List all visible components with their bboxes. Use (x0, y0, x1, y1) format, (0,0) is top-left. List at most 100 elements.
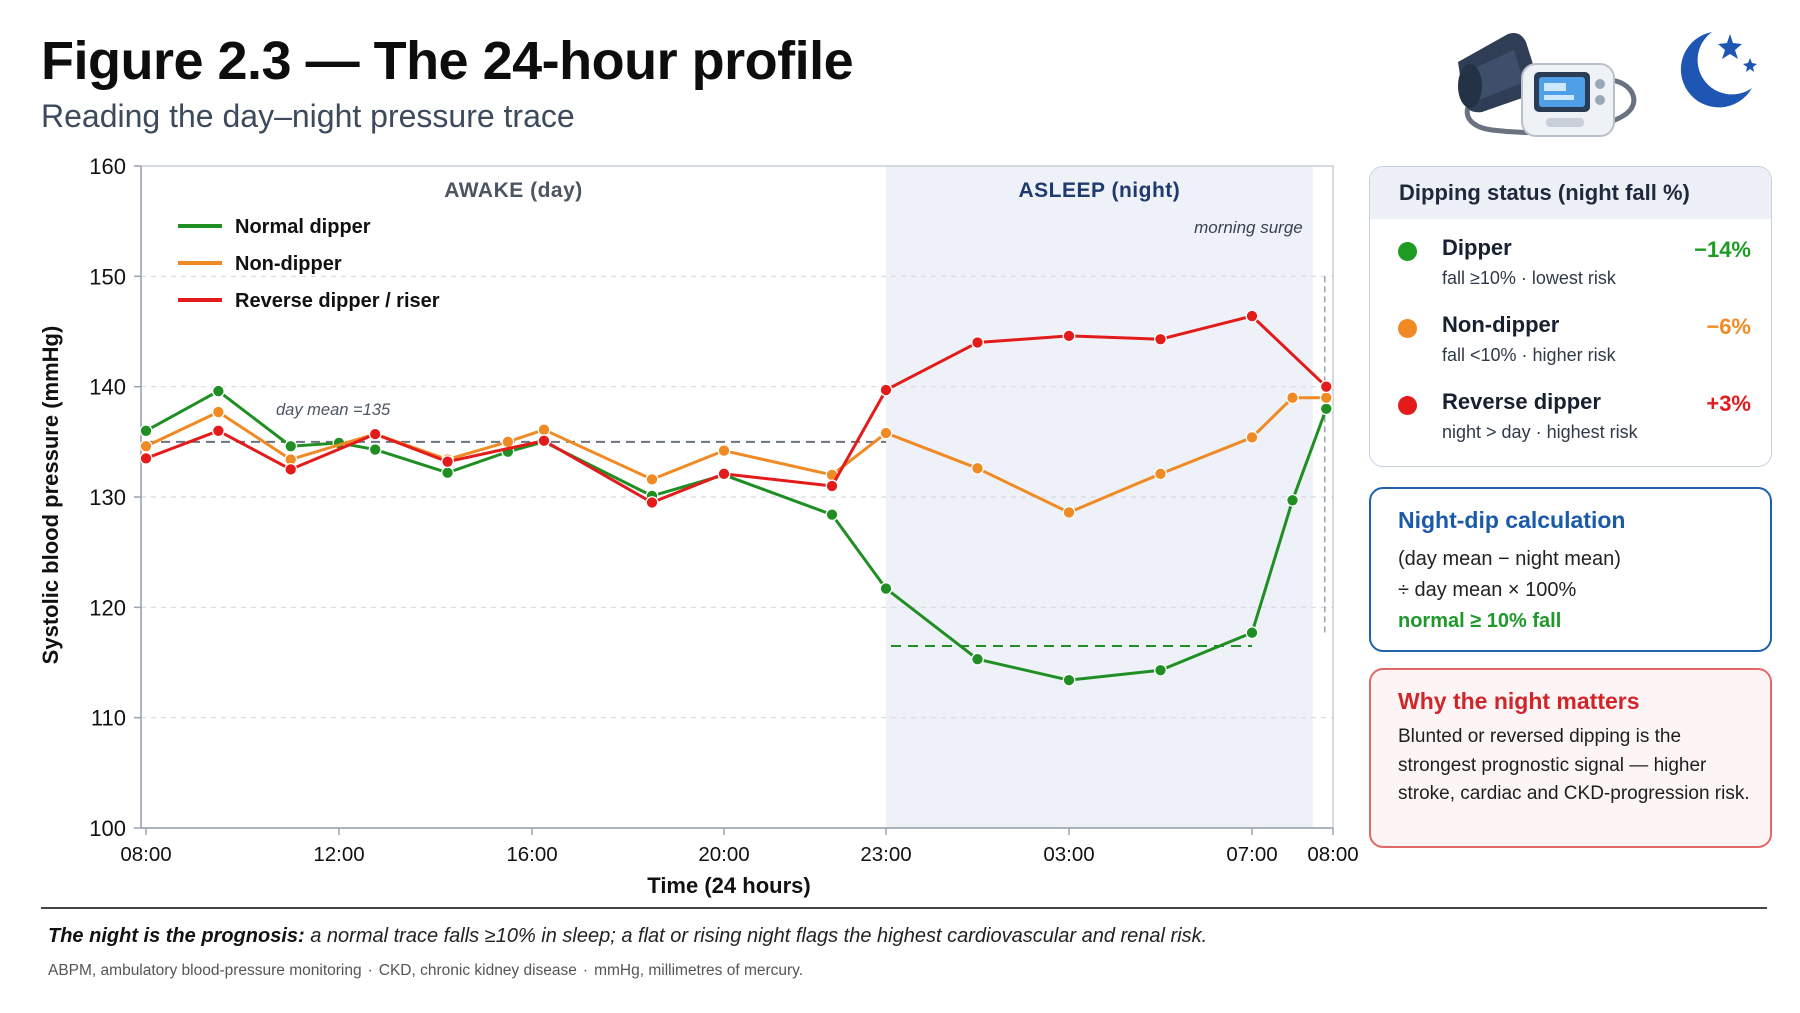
x-axis-label: Time (24 hours) (647, 873, 810, 898)
y-axis-label: Systolic blood pressure (mmHg) (38, 326, 63, 665)
morning-surge-label: morning surge (1194, 218, 1303, 237)
status-name: Reverse dipper (1442, 389, 1601, 414)
calc-line-3: normal ≥ 10% fall (1398, 610, 1562, 632)
status-dot (1398, 242, 1417, 261)
dipping-status-title: Dipping status (night fall %) (1370, 167, 1771, 219)
data-point (211, 405, 225, 419)
data-point (1286, 391, 1299, 405)
data-point (1245, 430, 1259, 444)
status-pct: +3% (1706, 391, 1751, 416)
data-point (1319, 380, 1333, 394)
y-tick-label: 130 (89, 485, 126, 510)
calc-line-1: (day mean − night mean) (1398, 548, 1621, 570)
data-point (139, 424, 153, 438)
dipping-status-card: Dipping status (night fall %) Dipper fal… (1369, 166, 1772, 467)
data-point (139, 439, 153, 453)
y-tick-label: 120 (89, 595, 126, 620)
status-desc: night > day · highest risk (1442, 422, 1638, 442)
day-mean-label: day mean =135 (276, 401, 391, 419)
x-tick-label: 07:00 (1226, 843, 1277, 866)
abbrev-abpm: ABPM, ambulatory blood-pressure monitori… (48, 962, 362, 979)
series-reverse-dipper (139, 309, 1333, 509)
y-tick-label: 140 (89, 375, 126, 400)
data-point (1245, 309, 1259, 323)
data-point (1154, 332, 1167, 346)
x-tick-label: 12:00 (313, 843, 364, 866)
abbrev-ckd: CKD, chronic kidney disease (378, 962, 577, 979)
footer-text: a normal trace falls ≥10% in sleep; a fl… (304, 925, 1208, 947)
x-ticks: 08:00 12:00 16:00 20:00 23:00 03:00 07:00 08:00 (120, 828, 1359, 866)
data-point (211, 384, 225, 398)
x-tick-label: 08:00 (120, 843, 171, 866)
data-point (368, 443, 382, 457)
data-point (211, 424, 225, 438)
data-point (1286, 493, 1299, 507)
x-tick-label: 23:00 (860, 843, 911, 866)
data-point (284, 462, 298, 476)
status-pct: −14% (1694, 237, 1751, 262)
data-point (879, 426, 893, 440)
data-point (284, 439, 298, 453)
data-point (879, 383, 893, 397)
data-point (441, 455, 455, 469)
status-row-reverse-dipper: Reverse dipper night > day · highest ris… (1398, 389, 1751, 449)
data-point (879, 582, 893, 596)
x-tick-label: 08:00 (1307, 843, 1358, 866)
abbrev-mmhg: mmHg, millimetres of mercury. (594, 962, 804, 979)
data-point (971, 652, 984, 666)
data-point (1154, 663, 1167, 677)
y-tick-label: 150 (89, 264, 126, 289)
footer-divider (41, 907, 1767, 909)
data-point (1319, 402, 1333, 416)
data-point (368, 427, 382, 441)
moon-stars-icon (1680, 32, 1757, 108)
band-label-night: ASLEEP (night) (1018, 179, 1180, 202)
data-point (501, 435, 515, 449)
data-point (971, 336, 984, 349)
data-point (645, 496, 659, 509)
x-tick-label: 20:00 (698, 843, 749, 866)
night-dip-calculation-card: Night-dip calculation (day mean − night … (1369, 487, 1772, 652)
y-ticks: 100 110 120 130 140 150 160 (89, 154, 141, 841)
calc-line-2: ÷ day mean × 100% (1398, 579, 1577, 601)
y-tick-label: 160 (89, 154, 126, 179)
y-tick-label: 110 (91, 706, 126, 731)
footer-lead: The night is the prognosis: (48, 925, 305, 947)
status-dot (1398, 396, 1417, 415)
y-tick-label: 100 (89, 816, 126, 841)
calc-title: Night-dip calculation (1398, 507, 1626, 533)
why-title: Why the night matters (1398, 688, 1640, 714)
series-layer (139, 309, 1333, 687)
data-point (1154, 467, 1167, 481)
page-subtitle: Reading the day–night pressure trace (41, 98, 575, 134)
legend-label: Non-dipper (235, 253, 342, 275)
status-desc: fall ≥10% · lowest risk (1442, 268, 1616, 288)
status-name: Dipper (1442, 235, 1512, 260)
data-point (825, 508, 839, 522)
series-line (145, 389, 1328, 682)
data-point (1062, 505, 1076, 519)
data-point (139, 451, 153, 465)
data-point (645, 472, 659, 486)
data-point (717, 467, 731, 481)
why-body: Blunted or reversed dipping is the stron… (1398, 726, 1750, 804)
data-point (537, 423, 551, 437)
night-band (886, 166, 1313, 828)
status-name: Non-dipper (1442, 312, 1560, 337)
data-point (1245, 626, 1259, 640)
status-desc: fall <10% · higher risk (1442, 345, 1616, 365)
data-point (971, 461, 984, 475)
page-title: Figure 2.3 — The 24-hour profile (41, 31, 854, 91)
data-point (717, 444, 731, 458)
blood-pressure-monitor-icon (1458, 33, 1637, 137)
grid-lines (141, 275, 1333, 719)
status-dot (1398, 319, 1417, 338)
data-point (537, 434, 551, 448)
status-row-non-dipper: Non-dipper fall <10% · higher risk −6% (1398, 312, 1751, 372)
data-point (825, 479, 839, 493)
legend-label: Normal dipper (235, 216, 371, 238)
status-pct: −6% (1706, 314, 1751, 339)
legend-label: Reverse dipper / riser (235, 290, 440, 312)
x-tick-label: 03:00 (1043, 843, 1094, 866)
